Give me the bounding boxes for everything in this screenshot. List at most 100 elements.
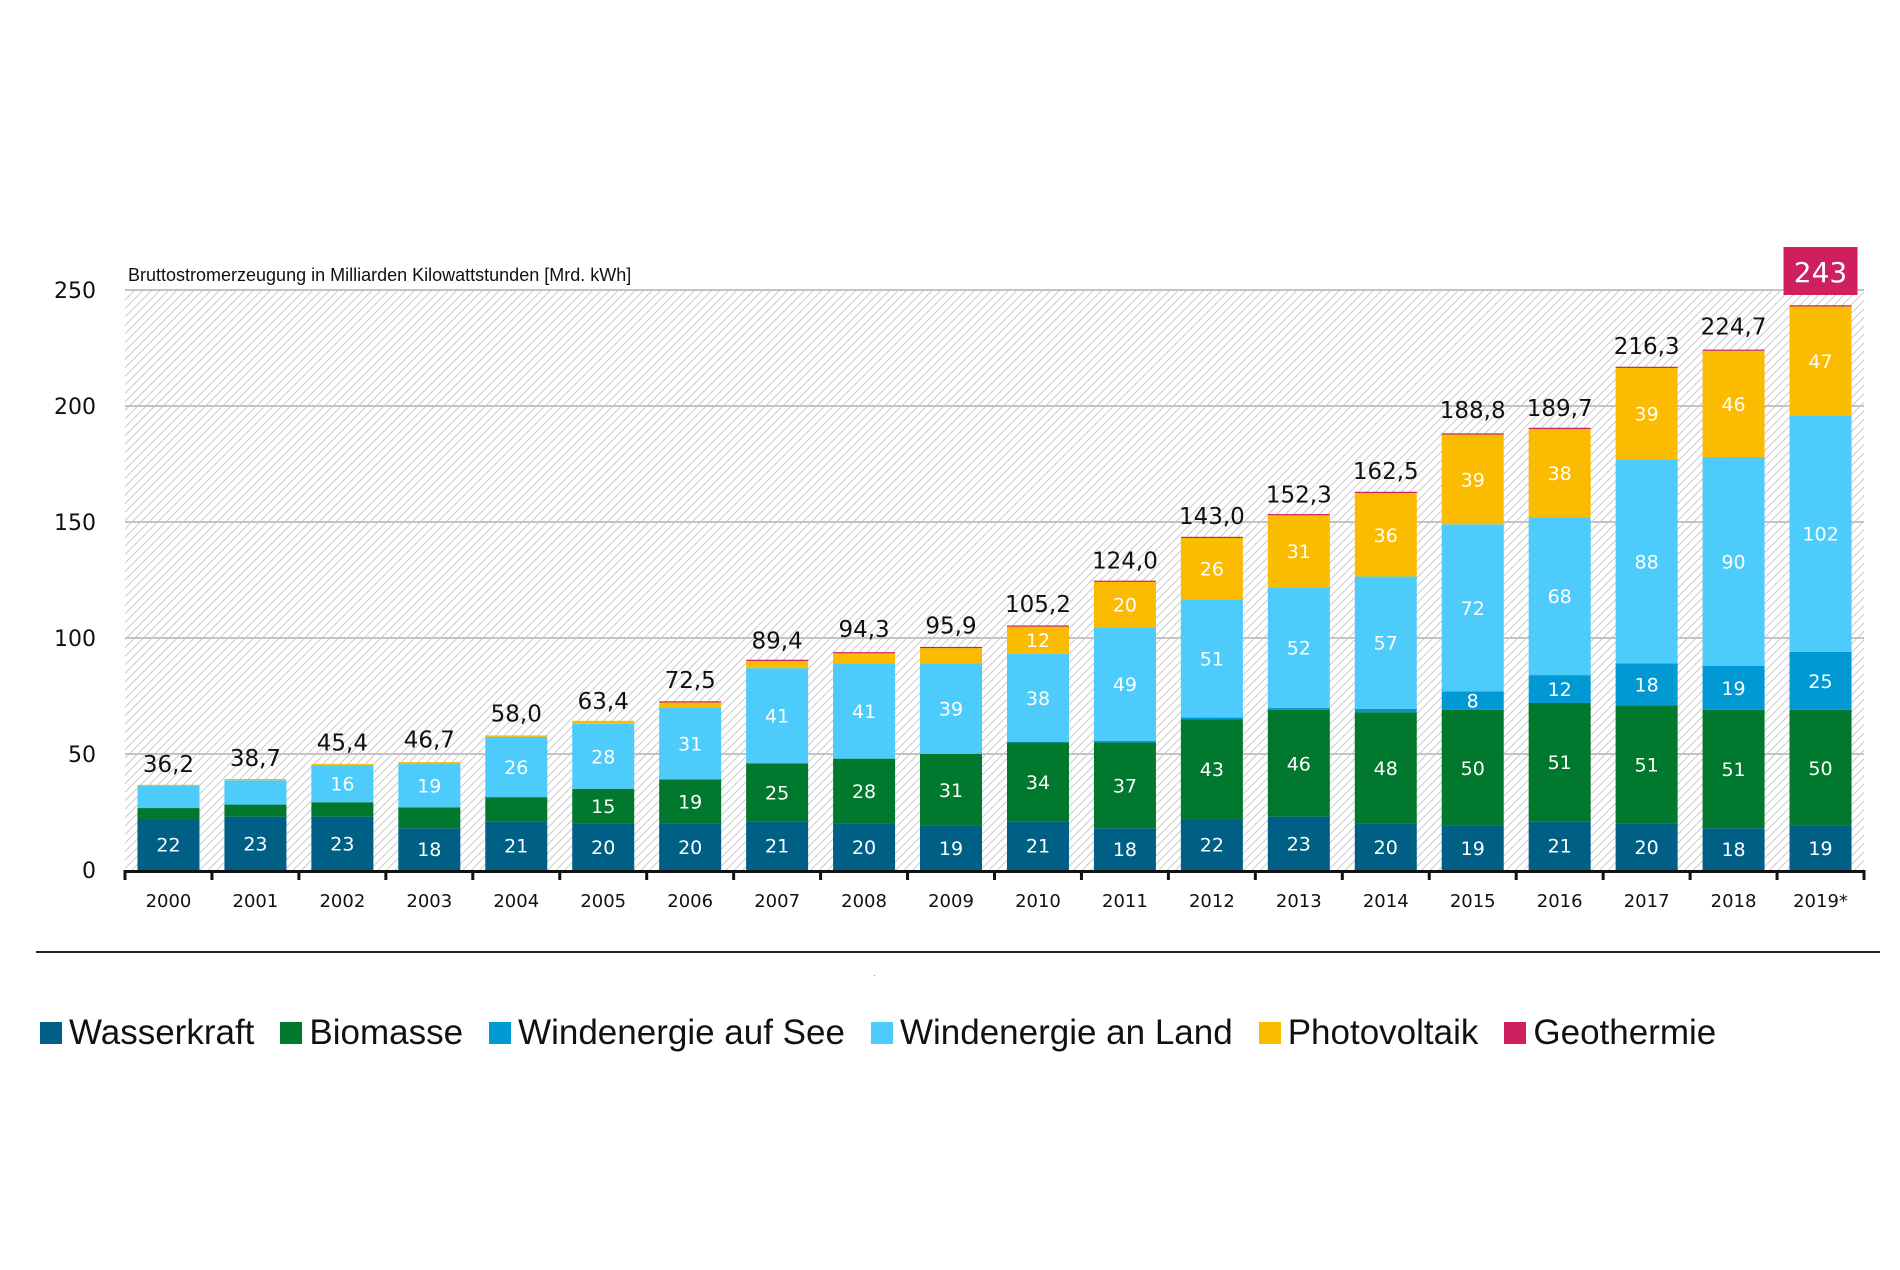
bar-segment-photovoltaik bbox=[1441, 434, 1504, 525]
bar-segment-windenergie-auf-see bbox=[1615, 663, 1678, 706]
bar-stack-2006: 20 19 31 bbox=[659, 701, 722, 870]
x-axis: 2000 2001 2002 2003 2004 2005 2006 2007 2008 2009… bbox=[123, 870, 1866, 912]
bar-segment-photovoltaik bbox=[1006, 626, 1069, 654]
bar-segment-photovoltaik bbox=[224, 779, 287, 781]
segment-value-label: 16 bbox=[330, 774, 354, 796]
legend-item-wasserkraft: Wasserkraft bbox=[40, 1013, 254, 1053]
segment-value-label: 39 bbox=[939, 699, 963, 721]
chart-title: Bruttostromerzeugung in Milliarden Kilow… bbox=[128, 265, 631, 285]
segment-value-label: 20 bbox=[678, 837, 702, 859]
total-label: 152,3 bbox=[1266, 483, 1332, 509]
bar-segment-geothermie bbox=[1093, 580, 1156, 582]
segment-value-label: 19 bbox=[678, 792, 702, 814]
x-tick-label: 2005 bbox=[580, 891, 626, 912]
segment-value-label: 50 bbox=[1461, 758, 1485, 780]
segment-value-label: 28 bbox=[852, 781, 876, 803]
total-label: 124,0 bbox=[1092, 548, 1158, 574]
bar-stack-2015: 19 50 8 72 39 bbox=[1441, 433, 1504, 870]
bar-segment-windenergie-an-land bbox=[833, 663, 896, 759]
segment-value-label: 47 bbox=[1808, 351, 1832, 373]
total-label: 105,2 bbox=[1005, 592, 1071, 618]
segment-value-label: 20 bbox=[1374, 837, 1398, 859]
segment-value-label: 28 bbox=[591, 746, 615, 768]
bar-segment-geothermie bbox=[1615, 366, 1678, 368]
segment-value-label: 72 bbox=[1461, 598, 1485, 620]
bar-stack-2005: 20 15 28 bbox=[572, 720, 635, 870]
bar-stack-2012: 22 43 51 26 bbox=[1180, 536, 1243, 870]
segment-value-label: 23 bbox=[1287, 833, 1311, 855]
segment-value-label: 90 bbox=[1721, 551, 1745, 573]
total-label: 63,4 bbox=[578, 689, 629, 715]
legend-label: Windenergie an Land bbox=[899, 1013, 1233, 1052]
bar-stack-2018: 18 51 19 90 46 bbox=[1702, 349, 1765, 870]
total-label: 58,0 bbox=[491, 701, 542, 727]
y-tick-label: 250 bbox=[54, 279, 96, 304]
legend-label: Biomasse bbox=[309, 1013, 464, 1052]
bar-segment-windenergie-an-land bbox=[1702, 457, 1765, 666]
bar-segment-photovoltaik bbox=[572, 720, 635, 724]
bar-segment-biomasse bbox=[746, 763, 809, 822]
bar-segment-wasserkraft bbox=[1006, 821, 1069, 870]
bar-segment-geothermie bbox=[920, 646, 983, 649]
x-tick-label: 2008 bbox=[841, 891, 887, 912]
bar-segment-photovoltaik bbox=[833, 653, 896, 664]
segment-value-label: 12 bbox=[1026, 630, 1050, 652]
bar-segment-photovoltaik bbox=[920, 648, 983, 664]
bar-segment-geothermie bbox=[746, 659, 809, 661]
segment-value-label: 31 bbox=[678, 734, 702, 756]
plot-background bbox=[125, 290, 1864, 870]
bar-segment-wasserkraft bbox=[485, 821, 548, 870]
bar-segment-photovoltaik bbox=[1180, 538, 1243, 600]
segment-value-label: 57 bbox=[1374, 633, 1398, 655]
bar-segment-photovoltaik bbox=[1267, 515, 1330, 588]
segment-value-label: 18 bbox=[417, 839, 441, 861]
bar-stack-2014: 20 48 57 36 bbox=[1354, 491, 1417, 870]
segment-value-label: 12 bbox=[1548, 679, 1572, 701]
bar-segment-windenergie-an-land bbox=[1180, 599, 1243, 718]
segment-value-label: 102 bbox=[1802, 524, 1838, 546]
bar-segment-photovoltaik bbox=[1615, 367, 1678, 460]
total-label: 143,0 bbox=[1179, 504, 1245, 530]
bar-segment-biomasse bbox=[1528, 702, 1591, 822]
segment-value-label: 52 bbox=[1287, 638, 1311, 660]
total-label: 36,2 bbox=[143, 752, 194, 778]
total-label: 162,5 bbox=[1353, 459, 1419, 485]
bar-segment-biomasse bbox=[1354, 712, 1417, 824]
bar-segment-geothermie bbox=[1789, 305, 1852, 307]
y-tick-label: 200 bbox=[54, 395, 96, 420]
bar-segment-wasserkraft bbox=[137, 818, 200, 870]
x-tick-label: 2009 bbox=[928, 891, 974, 912]
total-label: 189,7 bbox=[1527, 396, 1593, 422]
legend-item-wind-offshore: Windenergie auf See bbox=[489, 1013, 845, 1053]
bar-segment-biomasse bbox=[1789, 709, 1852, 826]
bar-segment-wasserkraft bbox=[572, 823, 635, 870]
bar-segment-biomasse bbox=[833, 758, 896, 824]
segment-value-label: 51 bbox=[1721, 759, 1745, 781]
y-axis-ticks: 0 50 100 150 200 250 bbox=[54, 279, 96, 884]
segment-value-label: 38 bbox=[1548, 463, 1572, 485]
x-tick-label: 2012 bbox=[1189, 891, 1235, 912]
x-tick-label: 2004 bbox=[493, 891, 539, 912]
bar-segment-biomasse bbox=[920, 754, 983, 826]
legend-item-photovoltaik: Photovoltaik bbox=[1258, 1013, 1478, 1053]
segment-value-label: 19 bbox=[1808, 838, 1832, 860]
bar-segment-wasserkraft bbox=[1789, 825, 1852, 870]
segment-value-label: 51 bbox=[1548, 752, 1572, 774]
bar-segment-wasserkraft bbox=[1441, 825, 1504, 870]
legend: Wasserkraft Biomasse Windenergie auf See… bbox=[40, 1008, 1742, 1058]
bar-stack-2001: 23 bbox=[224, 779, 287, 870]
legend-swatch-wasserkraft bbox=[40, 1022, 62, 1044]
total-label: 95,9 bbox=[925, 614, 976, 640]
total-label: 45,4 bbox=[317, 731, 368, 757]
bar-segment-photovoltaik bbox=[1789, 306, 1852, 416]
stacked-bar-chart: Bruttostromerzeugung in Milliarden Kilow… bbox=[54, 247, 1866, 912]
segment-value-label: 20 bbox=[852, 837, 876, 859]
bar-segment-windenergie-an-land bbox=[572, 723, 635, 789]
bar-segment-biomasse bbox=[572, 788, 635, 824]
total-highlight-box bbox=[1783, 247, 1858, 295]
bar-stack-2007: 21 25 41 bbox=[746, 659, 809, 870]
total-label: 38,7 bbox=[230, 746, 281, 772]
segment-value-label: 19 bbox=[1721, 678, 1745, 700]
bar-segment-windenergie-auf-see bbox=[1180, 717, 1243, 720]
